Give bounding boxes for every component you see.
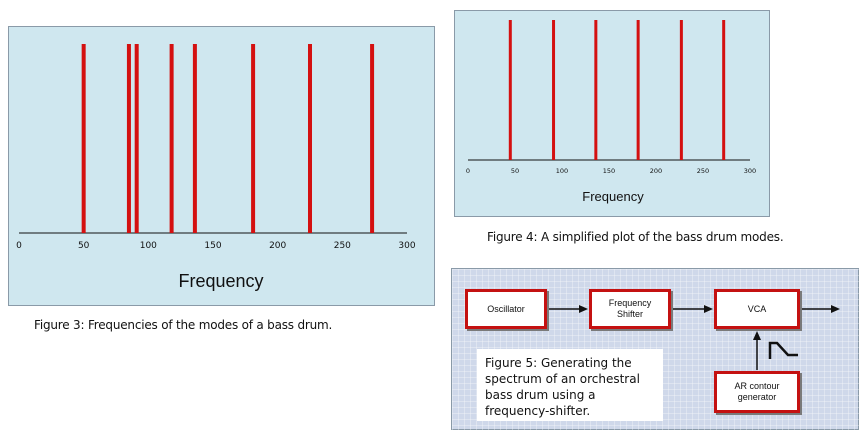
x-tick-label: 250 (334, 241, 351, 251)
mode-bar-2 (126, 44, 131, 233)
mode-bar-1 (508, 20, 512, 160)
mode-bar-3 (134, 44, 139, 233)
x-tick-label: 150 (603, 167, 615, 175)
frequency-shifter-box: Frequency Shifter (589, 289, 671, 329)
x-tick-label: 300 (744, 167, 756, 175)
figure-3-plot: 0 50 100 150 200 250 300 Frequency (16, 44, 416, 291)
x-tick-label: 50 (78, 241, 90, 251)
ar-envelope-icon (768, 341, 798, 359)
figure-5-diagram: Oscillator Frequency Shifter VCA AR cont… (451, 268, 860, 431)
mode-bar-8 (370, 44, 375, 233)
arrow-osc-to-shifter (548, 305, 588, 313)
figure-4-caption: Figure 4: A simplified plot of the bass … (487, 230, 784, 244)
x-tick-label: 50 (511, 167, 519, 175)
x-axis-label: Frequency (582, 189, 644, 204)
x-tick-label: 250 (697, 167, 709, 175)
figure-5-caption: Figure 5: Generating the spectrum of an … (477, 349, 663, 421)
x-tick-label: 0 (16, 241, 22, 251)
mode-bar-6 (722, 20, 726, 160)
figure-4-chart: 0 50 100 150 200 250 300 Frequency (454, 10, 770, 217)
arrow-shifter-to-vca (672, 305, 713, 313)
x-axis-label: Frequency (178, 271, 263, 291)
figure-4-plot: 0 50 100 150 200 250 300 Frequency (466, 20, 756, 204)
oscillator-box: Oscillator (465, 289, 547, 329)
mode-bar-5 (679, 20, 683, 160)
x-tick-label: 150 (204, 241, 221, 251)
x-tick-label: 200 (269, 241, 286, 251)
figure-3-chart: 0 50 100 150 200 250 300 Frequency (8, 26, 435, 306)
x-tick-label: 100 (556, 167, 568, 175)
figure-3-caption: Figure 3: Frequencies of the modes of a … (34, 318, 333, 332)
arrow-ar-to-vca (753, 331, 761, 370)
mode-bar-1 (81, 44, 86, 233)
vca-box: VCA (714, 289, 800, 329)
mode-bar-2 (552, 20, 556, 160)
mode-bar-5 (192, 44, 197, 233)
mode-bar-4 (169, 44, 174, 233)
arrow-vca-output (801, 305, 840, 313)
x-tick-label: 300 (398, 241, 415, 251)
x-tick-label: 200 (650, 167, 662, 175)
x-tick-label: 0 (466, 167, 470, 175)
mode-bar-7 (308, 44, 312, 233)
mode-bar-3 (594, 20, 598, 160)
mode-bar-6 (251, 44, 256, 233)
mode-bar-4 (636, 20, 640, 160)
ar-contour-generator-box: AR contour generator (714, 371, 800, 413)
x-tick-label: 100 (140, 241, 157, 251)
